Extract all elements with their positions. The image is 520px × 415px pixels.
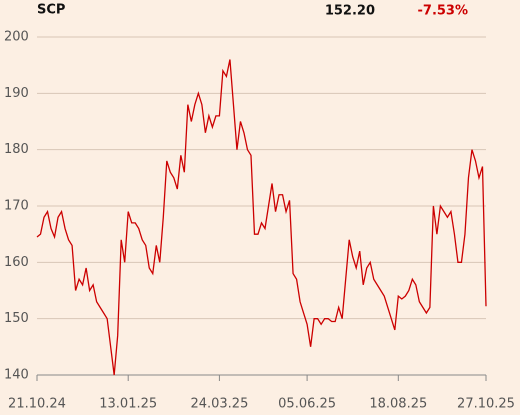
y-tick-label: 160 <box>4 255 29 270</box>
x-tick-label: 21.10.24 <box>8 397 66 412</box>
x-tick-label: 27.10.25 <box>457 397 515 412</box>
x-tick-label: 13.01.25 <box>99 397 157 412</box>
x-tick-label: 24.03.25 <box>190 397 248 412</box>
x-tick-label: 05.06.25 <box>278 397 336 412</box>
x-tick-label: 18.08.25 <box>369 397 427 412</box>
y-tick-label: 140 <box>4 368 29 383</box>
y-tick-label: 180 <box>4 142 29 157</box>
change: -7.53% <box>418 4 469 19</box>
y-tick-label: 200 <box>4 30 29 45</box>
y-tick-label: 150 <box>4 311 29 326</box>
price-line <box>36 59 487 376</box>
ticker: SCP <box>37 3 65 18</box>
y-tick-label: 170 <box>4 199 29 214</box>
price: 152.20 <box>325 4 375 19</box>
y-tick-label: 190 <box>4 86 29 101</box>
